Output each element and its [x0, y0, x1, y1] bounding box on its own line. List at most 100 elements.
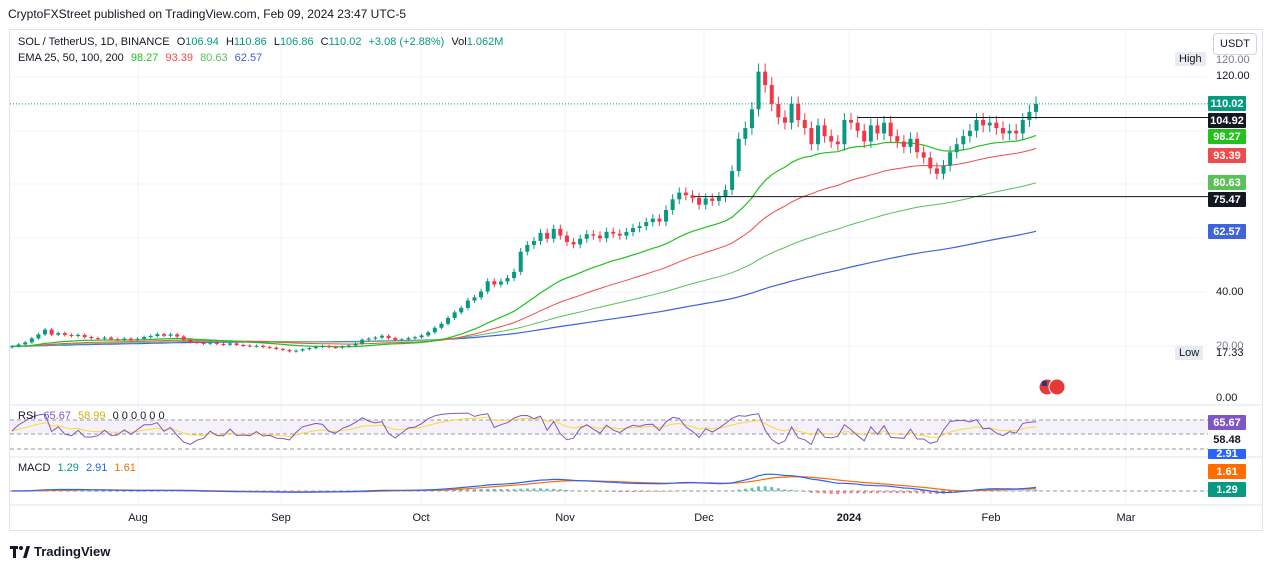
candle-body — [247, 345, 252, 347]
tradingview-logo[interactable]: TradingView — [10, 544, 110, 559]
candle-body — [89, 337, 94, 339]
macd-histogram-bar — [882, 491, 886, 493]
candle-body — [584, 234, 589, 239]
candle-body — [802, 120, 807, 129]
macd-histogram-bar — [829, 491, 833, 494]
candle-body — [895, 136, 900, 142]
candle-body — [723, 189, 728, 198]
candle-body — [730, 171, 735, 190]
macd-histogram-bar — [459, 489, 463, 491]
macd-histogram-bar — [743, 488, 747, 491]
macd-histogram-bar — [889, 491, 893, 493]
candle-body — [967, 130, 972, 137]
candle-body — [716, 197, 721, 201]
candle-body — [763, 71, 768, 86]
tag-ema50: 93.39 — [1208, 148, 1246, 163]
macd-histogram-bar — [83, 490, 87, 492]
candle-body — [498, 281, 503, 285]
candle-body — [353, 343, 358, 346]
macd-histogram-bar — [69, 490, 73, 492]
macd-histogram-bar — [651, 491, 655, 492]
candle-body — [459, 307, 464, 313]
candle-body — [161, 334, 166, 336]
candle-body — [346, 345, 351, 347]
candle-body — [822, 125, 827, 137]
macd-hist-value: 1.29 — [57, 462, 79, 474]
candle-body — [961, 136, 966, 145]
macd-histogram-bar — [446, 490, 450, 491]
macd-histogram-bar — [314, 491, 318, 492]
macd-histogram-bar — [182, 491, 186, 492]
candle-body — [419, 335, 424, 338]
candle-body — [710, 198, 715, 201]
candle-body — [624, 232, 629, 236]
candle-body — [56, 333, 61, 335]
ema25-line — [11, 134, 1037, 348]
price-legend: SOL / TetherUS, 1D, BINANCE O106.94 H110… — [18, 36, 504, 48]
change-value: +3.08 (+2.88%) — [368, 36, 445, 48]
macd-histogram-bar — [539, 488, 543, 491]
currency-button[interactable]: USDT — [1213, 33, 1257, 55]
candle-body — [399, 339, 404, 341]
candle-body — [981, 120, 986, 126]
candle-body — [862, 130, 867, 142]
macd-histogram-bar — [842, 491, 846, 494]
macd-histogram-bar — [783, 489, 787, 491]
candle-body — [650, 218, 655, 223]
xlabel-sep: Sep — [271, 512, 291, 524]
close-value: 110.02 — [328, 36, 362, 48]
xlabel-oct: Oct — [412, 512, 430, 524]
candle-body — [10, 346, 14, 348]
ema50-line — [11, 148, 1037, 347]
macd-histogram-bar — [1034, 489, 1038, 491]
candle-body — [43, 329, 48, 335]
macd-histogram-bar — [519, 488, 523, 491]
candle-body — [208, 342, 213, 344]
macd-histogram-bar — [664, 491, 668, 492]
candle-body — [1014, 130, 1019, 134]
macd-histogram-bar — [472, 489, 476, 491]
tag-support: 75.47 — [1208, 192, 1246, 207]
candle-body — [300, 349, 305, 351]
macd-histogram-bar — [162, 491, 166, 492]
candle-body — [109, 337, 114, 340]
macd-histogram-bar — [618, 491, 622, 493]
candle-body — [518, 251, 523, 272]
candle-body — [551, 228, 556, 239]
macd-histogram-bar — [869, 491, 873, 494]
rsi-ma-value: 58.99 — [78, 410, 106, 422]
tag-macd-signal: 1.61 — [1208, 464, 1246, 479]
candle-body — [280, 348, 285, 351]
candle-body — [446, 317, 451, 324]
macd-histogram-bar — [552, 488, 556, 491]
candle-body — [432, 327, 437, 333]
candle-body — [657, 218, 662, 222]
macd-histogram-bar — [89, 490, 93, 492]
macd-histogram-bar — [545, 488, 549, 491]
candle-body — [1020, 120, 1025, 134]
macd-histogram-bar — [307, 491, 311, 492]
candle-body — [412, 337, 417, 339]
candle-body — [531, 240, 536, 245]
candle-body — [267, 347, 272, 349]
candle-body — [954, 144, 959, 153]
candle-body — [1000, 128, 1005, 134]
ema200-value: 62.57 — [234, 52, 263, 64]
high-label: High — [1175, 52, 1206, 66]
candle-body — [274, 347, 279, 349]
macd-histogram-bar — [644, 491, 648, 492]
candle-body — [135, 338, 140, 340]
us-flag-icon-2 — [1048, 378, 1066, 396]
candle-body — [340, 346, 345, 348]
publisher-text: CryptoFXStreet published on TradingView.… — [8, 7, 406, 21]
candle-body — [452, 312, 457, 318]
candle-body — [36, 334, 41, 339]
candle-body — [386, 335, 391, 339]
candle-body — [915, 138, 920, 153]
volume-value: 1.062M — [466, 36, 504, 48]
rsi-ma-line — [11, 416, 1037, 439]
candle-body — [175, 334, 180, 337]
macd-histogram-bar — [466, 489, 470, 491]
candle-body — [234, 343, 239, 345]
